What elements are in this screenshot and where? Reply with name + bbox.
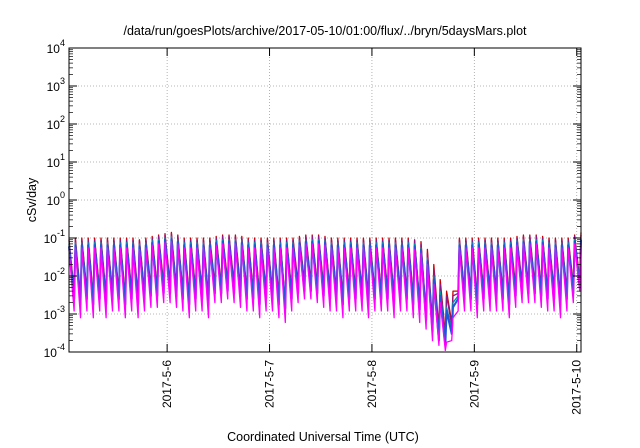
y-tick-label: 104 (47, 38, 65, 56)
y-tick-label: 103 (47, 76, 65, 94)
x-tick-label: 2017-5-7 (263, 360, 277, 408)
y-axis-label: cSv/day (25, 177, 39, 222)
x-tick-label: 2017-5-9 (467, 360, 481, 408)
x-tick-label: 2017-5-6 (160, 360, 174, 408)
series-group (68, 231, 582, 352)
y-tick-label: 10-4 (44, 342, 65, 360)
y-tick-label: 10-1 (44, 228, 65, 246)
chart-title: /data/run/goesPlots/archive/2017-05-10/0… (123, 24, 527, 38)
x-tick-label: 2017-5-8 (365, 360, 379, 408)
series-line-5 (68, 241, 582, 352)
y-tick-label: 102 (47, 114, 65, 132)
y-tick-label: 101 (47, 152, 65, 170)
y-tick-label: 100 (47, 190, 65, 208)
x-axis-label: Coordinated Universal Time (UTC) (227, 430, 419, 444)
x-tick-label: 2017-5-10 (570, 360, 584, 415)
y-tick-label: 10-3 (44, 304, 65, 322)
x-axis: 2017-5-6 2017-5-7 2017-5-8 2017-5-9 2017-5-1… (160, 48, 584, 415)
y-tick-label: 10-2 (44, 266, 65, 284)
